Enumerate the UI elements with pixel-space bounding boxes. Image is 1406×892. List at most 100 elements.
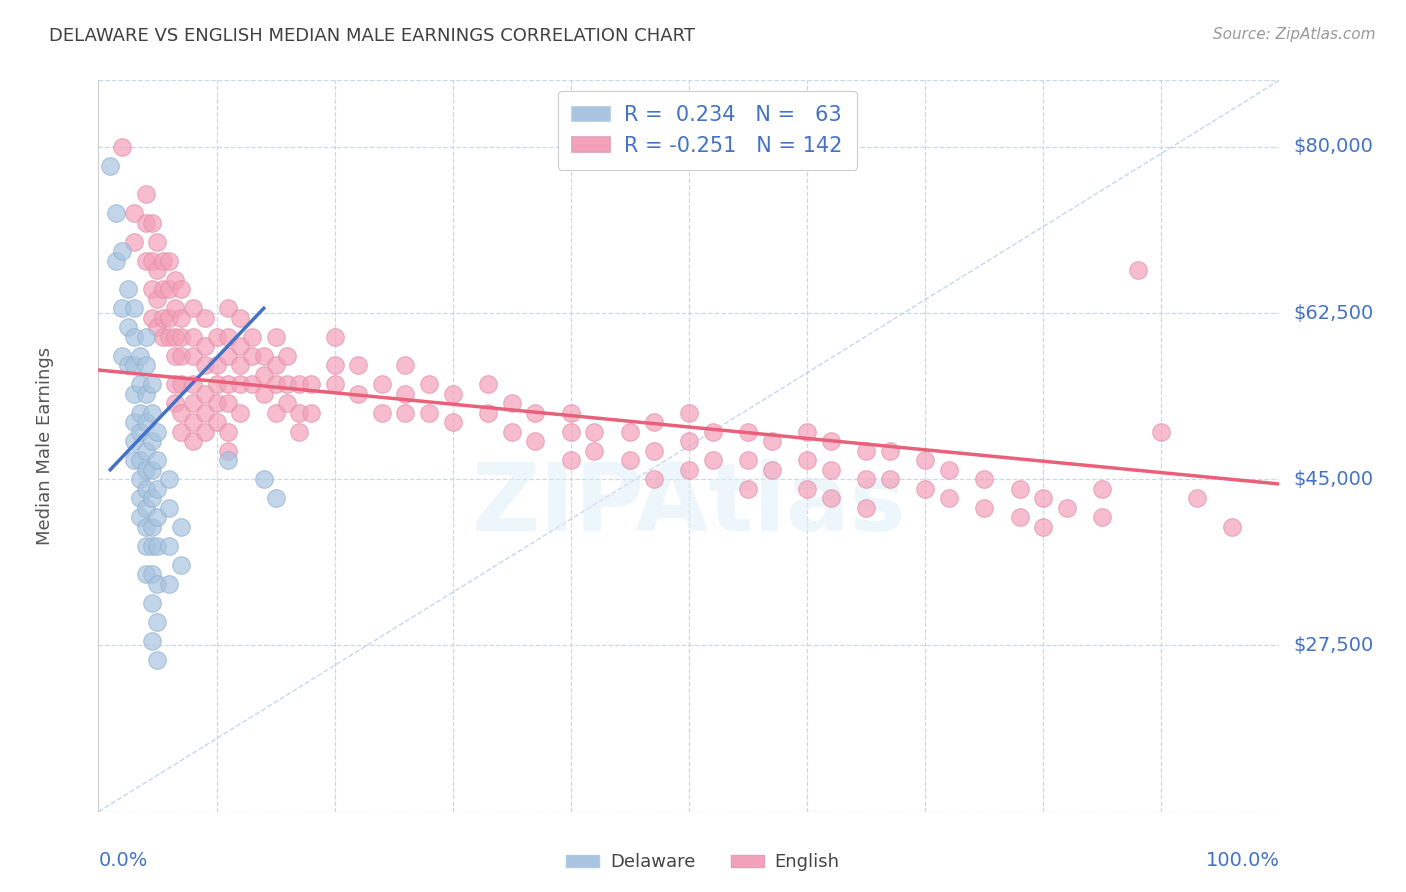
Point <box>1032 520 1054 534</box>
Point <box>135 520 157 534</box>
Point <box>122 434 145 449</box>
Point <box>152 310 174 325</box>
Point <box>152 282 174 296</box>
Point <box>240 377 263 392</box>
Point <box>111 301 134 316</box>
Point <box>146 263 169 277</box>
Point <box>205 396 228 410</box>
Point <box>111 244 134 259</box>
Point <box>146 482 169 496</box>
Point <box>181 396 204 410</box>
Point <box>117 358 139 372</box>
Point <box>135 358 157 372</box>
Point <box>141 282 163 296</box>
Point <box>141 596 163 610</box>
Point <box>1126 263 1149 277</box>
Point <box>152 253 174 268</box>
Point <box>678 434 700 449</box>
Point <box>418 406 440 420</box>
Legend: Delaware, English: Delaware, English <box>560 847 846 879</box>
Point <box>229 358 252 372</box>
Point <box>643 443 665 458</box>
Point <box>855 472 877 486</box>
Point <box>181 330 204 344</box>
Point <box>678 406 700 420</box>
Point <box>217 330 239 344</box>
Point <box>643 472 665 486</box>
Point <box>619 425 641 439</box>
Point <box>394 386 416 401</box>
Point <box>1091 482 1114 496</box>
Point <box>141 491 163 506</box>
Point <box>135 253 157 268</box>
Point <box>643 415 665 429</box>
Point <box>288 406 311 420</box>
Point <box>217 301 239 316</box>
Point <box>253 472 276 486</box>
Text: Source: ZipAtlas.com: Source: ZipAtlas.com <box>1212 27 1375 42</box>
Point <box>973 500 995 515</box>
Point <box>165 377 187 392</box>
Point <box>146 235 169 249</box>
Point <box>441 386 464 401</box>
Point <box>170 520 193 534</box>
Point <box>702 453 724 467</box>
Point <box>135 415 157 429</box>
Point <box>347 358 370 372</box>
Point <box>122 206 145 220</box>
Point <box>288 377 311 392</box>
Point <box>141 216 163 230</box>
Point <box>128 377 150 392</box>
Point <box>165 396 187 410</box>
Point <box>135 330 157 344</box>
Point <box>879 472 901 486</box>
Point <box>1220 520 1243 534</box>
Point <box>194 386 217 401</box>
Point <box>879 443 901 458</box>
Point <box>122 415 145 429</box>
Text: ZIPAtlas: ZIPAtlas <box>471 458 907 550</box>
Point <box>264 491 287 506</box>
Point <box>217 425 239 439</box>
Point <box>194 358 217 372</box>
Point <box>394 406 416 420</box>
Point <box>165 349 187 363</box>
Point <box>855 443 877 458</box>
Point <box>141 539 163 553</box>
Text: Median Male Earnings: Median Male Earnings <box>37 347 55 545</box>
Point <box>135 386 157 401</box>
Point <box>170 406 193 420</box>
Point <box>135 463 157 477</box>
Point <box>128 491 150 506</box>
Point <box>371 377 394 392</box>
Text: 100.0%: 100.0% <box>1205 851 1279 870</box>
Point <box>441 415 464 429</box>
Point <box>253 368 276 382</box>
Point <box>264 358 287 372</box>
Point <box>737 425 759 439</box>
Point <box>761 463 783 477</box>
Point <box>240 349 263 363</box>
Point <box>135 482 157 496</box>
Point <box>217 396 239 410</box>
Point <box>253 386 276 401</box>
Point <box>165 273 187 287</box>
Point <box>1008 510 1031 524</box>
Point <box>796 482 818 496</box>
Point <box>619 453 641 467</box>
Point <box>181 377 204 392</box>
Point <box>122 330 145 344</box>
Point <box>678 463 700 477</box>
Point <box>560 453 582 467</box>
Point <box>1056 500 1078 515</box>
Text: $80,000: $80,000 <box>1294 137 1374 156</box>
Point <box>135 539 157 553</box>
Point <box>135 500 157 515</box>
Point <box>146 576 169 591</box>
Point <box>141 434 163 449</box>
Point <box>288 425 311 439</box>
Point <box>135 216 157 230</box>
Point <box>165 330 187 344</box>
Point <box>240 330 263 344</box>
Point <box>135 187 157 202</box>
